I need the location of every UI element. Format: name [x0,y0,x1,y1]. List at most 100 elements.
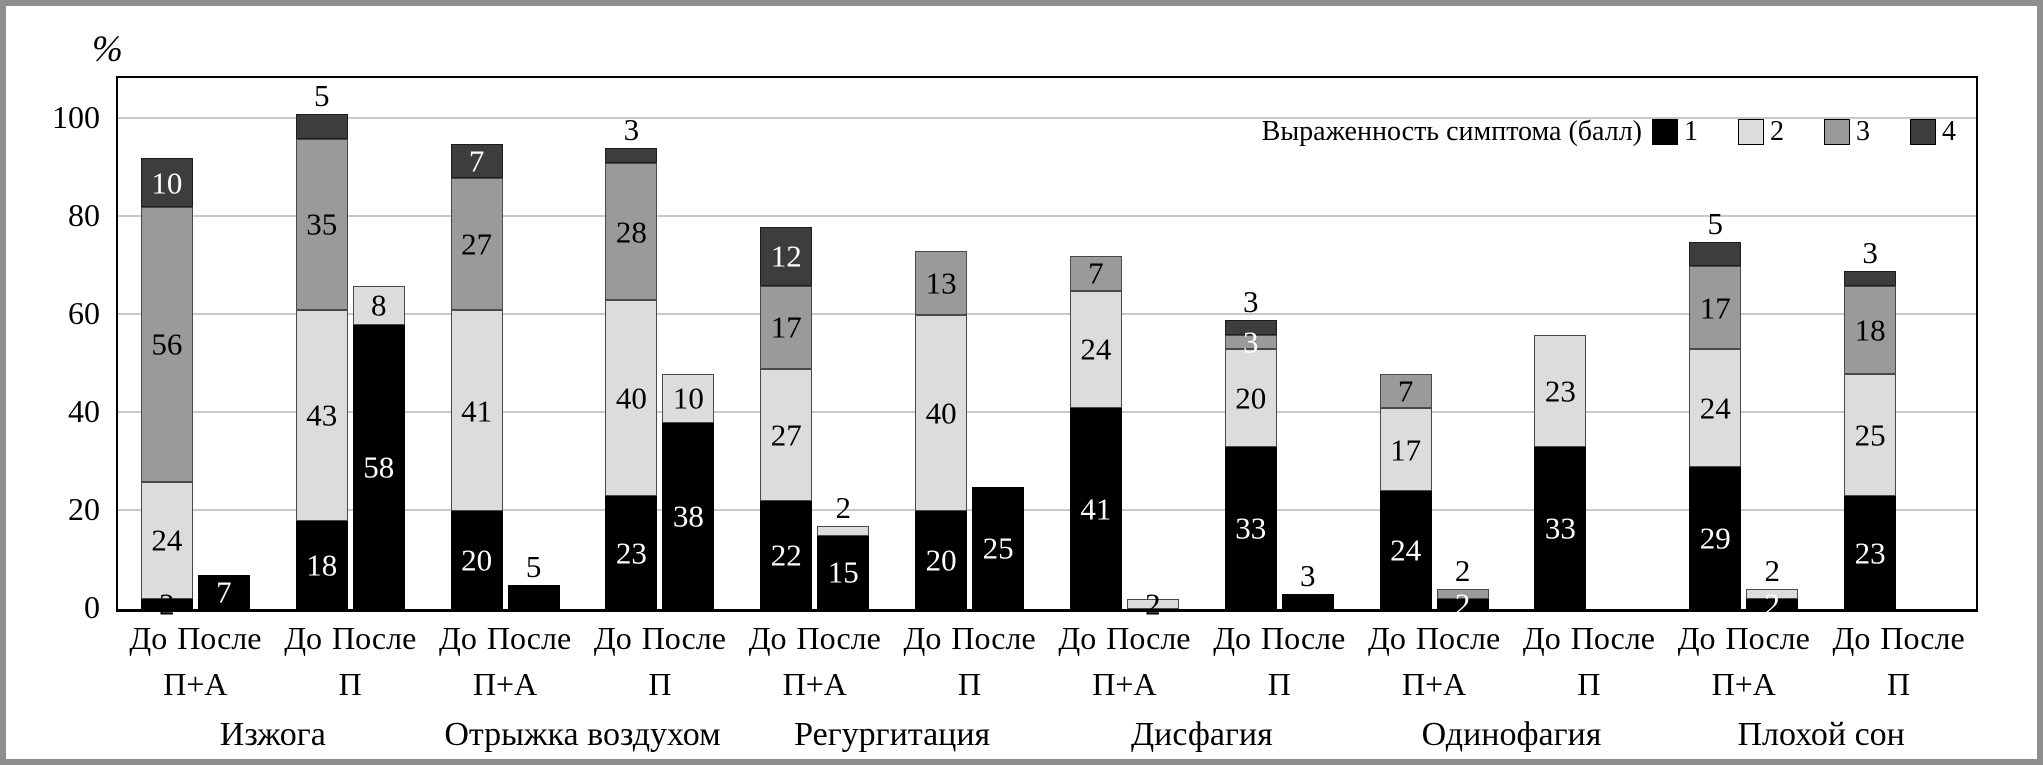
bar-segment-score-1 [1281,594,1334,609]
x-pair-labels-row: До После До После [1047,612,1357,654]
bar-segment-score-4 [1689,241,1742,267]
subgroup-label: П+А [1711,666,1776,702]
bar-segment-score-2: 27 [760,368,813,502]
bar-above-label: 3 [623,112,640,148]
pair-label-posle: После [332,620,417,656]
legend-item: 1 [1652,116,1698,148]
pair-label-do: До [1058,620,1097,656]
pair-label-do: До [439,620,477,656]
stacked-bar: 33 23 [1534,334,1587,609]
bar-above-label: 5 [525,548,542,584]
stacked-bar: 23 40 28 3 [605,114,658,609]
bars-layer: 2 24 56 10 7 18 43 35 5 58 8 20 41 27 7 5 23 40 28 3 38 10 22 2… [118,78,1976,620]
pair-label-posle: После [796,620,881,656]
bar-value-label: 28 [615,214,647,250]
subgroup-label: П+А [782,666,847,702]
bar-value-label: 10 [672,380,704,416]
bar-segment-score-3: 28 [605,163,658,301]
pair-label-posle: После [1725,620,1810,656]
stacked-bar: 2 24 56 10 [140,158,193,620]
x-group: До После До После П+А П Отрыжка воздухом [428,612,738,752]
bar-segment-score-1: 23 [605,496,658,609]
x-pair-labels-row: До После До После [737,612,1047,654]
pair-labels: До После [594,622,726,654]
bar-value-label: 7 [468,143,485,179]
legend-item: 3 [1824,116,1870,148]
pair-labels: До После [904,622,1036,654]
group-label: Плохой сон [1737,716,1905,753]
pair-label-posle: После [1880,620,1965,656]
legend-title: Выраженность симптома (балл) [1261,116,1642,147]
bar-segment-score-3: 27 [450,177,503,311]
bar-segment-score-1: 7 [197,574,250,609]
subgroup-label: П [338,666,362,702]
bar-group: 20 41 27 7 5 23 40 28 3 38 10 [428,78,738,609]
y-axis-unit-label: % [92,29,123,70]
stacked-bar: 24 17 7 [1379,373,1432,609]
bar-value-label: 10 [151,165,183,201]
pair-label-posle: После [1261,620,1346,656]
bar-above-label: 3 [1243,283,1259,319]
bar-value-label: 25 [1854,417,1886,453]
pair-labels: До После [1058,622,1190,654]
stacked-bar: 23 25 18 3 [1844,237,1897,609]
bar-segment-score-2: 10 [662,373,715,423]
bar-above-label: 2 [1454,553,1471,589]
bar-value-label: 17 [1390,432,1422,468]
legend-swatch-1 [1652,119,1678,145]
bar-segment-score-1: 33 [1224,447,1277,609]
x-subgroup-labels-row: П+А П [737,654,1047,700]
bar-segment-score-2: 23 [1534,334,1587,448]
bar-value-label: 33 [1235,510,1267,546]
stacked-bar: 20 41 27 7 [450,143,503,609]
pair-labels: До После [284,622,416,654]
subgroup-label: П [1577,666,1601,702]
x-subgroup-labels-row: П+А П [1357,654,1667,700]
pair-labels: До После [129,622,261,654]
stacked-bar: 25 [972,486,1025,609]
bar-value-label: 2 [159,586,175,622]
gridline [118,117,1976,119]
bar-value-label: 33 [1544,510,1576,546]
pair-labels: До После [1368,622,1500,654]
bar-above-label: 3 [1862,234,1878,270]
y-tick-label: 100 [52,99,100,135]
bar-value-label: 22 [770,537,802,573]
bar-segment-score-2: 24 [140,481,193,600]
stacked-bar: 20 40 13 [915,251,968,609]
bar-value-label: 23 [1854,535,1886,571]
bar-segment-score-4 [295,114,348,139]
bar-segment-score-4: 10 [140,158,193,208]
bar-value-label: 27 [461,226,493,262]
bar-group: 2 24 56 10 7 18 43 35 5 58 8 [118,78,428,620]
bar-segment-score-1: 33 [1534,447,1587,609]
subgroup-label: П+А [472,666,538,702]
pair-label-do: До [284,620,323,656]
gridline [118,411,1976,413]
legend-item-label: 3 [1856,116,1870,147]
bar-value-label: 29 [1699,520,1731,556]
pair-label-posle: После [1415,620,1501,656]
bar-segment-score-2: 24 [1069,290,1122,409]
pair-labels: До После [1833,622,1965,654]
x-group: До После До После П+А П Одинофагия [1357,612,1667,752]
x-pair-labels-row: До После До После [1666,612,1976,654]
bar-value-label: 24 [1699,390,1731,426]
x-group: До После До После П+А П Изжога [118,612,428,752]
bar-segment-score-4 [1224,319,1277,335]
legend-swatch-4 [1910,119,1936,145]
bar-value-label: 24 [1080,331,1112,367]
legend-item-label: 2 [1770,116,1784,147]
pair-label-do: До [129,620,168,656]
bar-segment-score-2: 17 [1379,408,1432,492]
bar-value-label: 8 [370,287,387,323]
bar-segment-score-1: 41 [1069,408,1122,609]
x-groups: До После До После П+А П Изжога До После До После П+… [118,612,1976,752]
group-label: Дисфагия [1130,716,1273,753]
bar-segment-score-2: 8 [352,285,405,325]
bar-value-label: 20 [461,542,493,578]
group-label: Одинофагия [1421,716,1602,753]
bar-segment-score-1: 20 [450,511,503,609]
group-label: Отрыжка воздухом [444,716,721,753]
